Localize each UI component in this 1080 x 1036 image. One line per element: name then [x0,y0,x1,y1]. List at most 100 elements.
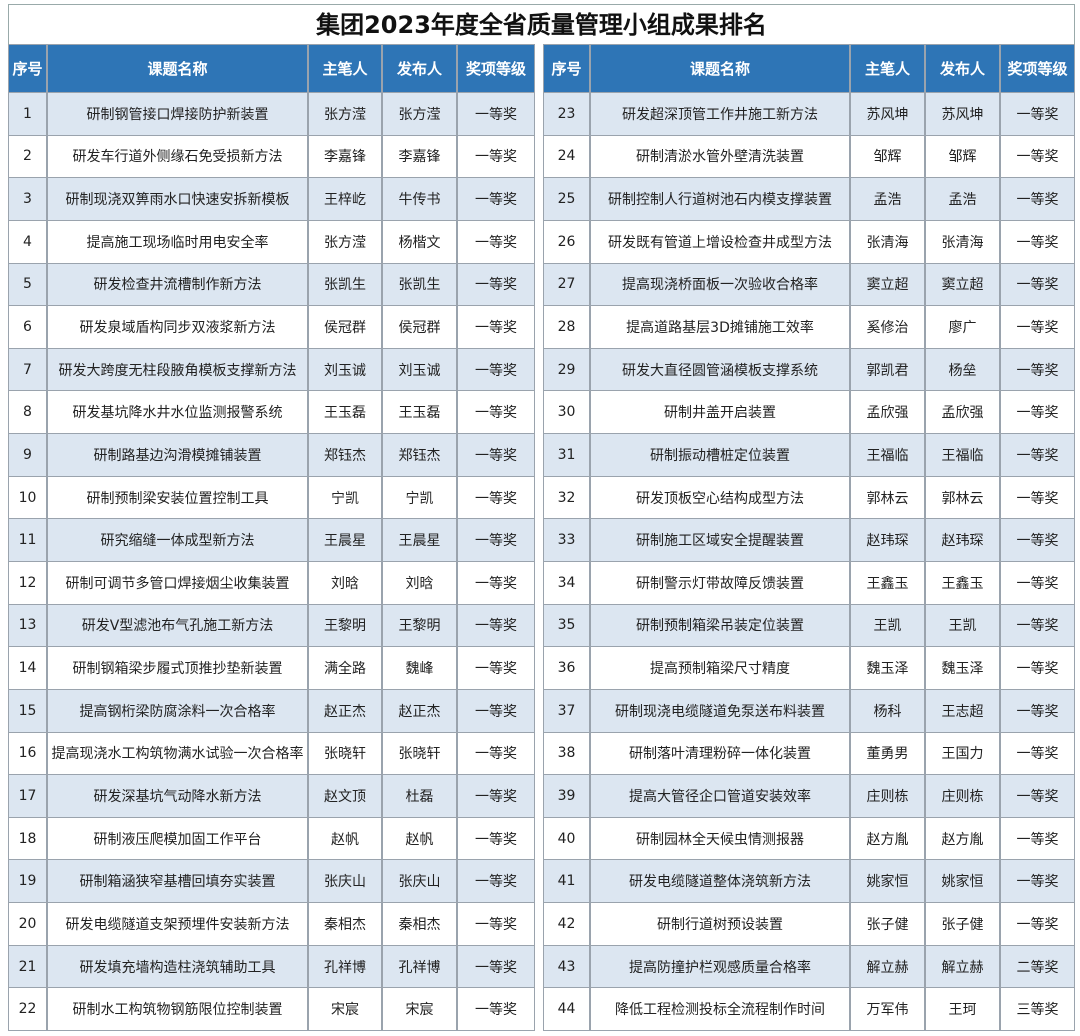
author-cell: 万军伟 [850,987,925,1031]
topic-cell: 降低工程检测投标全流程制作时间 [590,987,850,1031]
presenter-cell: 张方滢 [382,92,457,136]
author-cell: 杨科 [850,688,925,733]
topic-cell: 研制落叶清理粉碎一体化装置 [590,731,850,776]
seq-cell: 21 [8,944,47,989]
topic-cell: 提高预制箱梁尺寸精度 [590,646,850,690]
header-cell: 主笔人 [850,44,925,93]
seq-cell: 8 [8,390,47,435]
author-cell: 张庆山 [308,859,382,904]
award-cell: 一等奖 [457,262,535,307]
award-cell: 一等奖 [1000,646,1075,690]
author-cell: 姚家恒 [850,859,925,904]
award-cell: 一等奖 [457,731,535,776]
seq-cell: 7 [8,347,47,392]
author-cell: 赵帆 [308,816,382,861]
award-cell: 一等奖 [457,433,535,477]
award-cell: 一等奖 [457,774,535,818]
seq-cell: 29 [543,347,590,392]
seq-cell: 42 [543,902,590,946]
author-cell: 张晓轩 [308,731,382,776]
seq-cell: 9 [8,433,47,477]
presenter-cell: 郭林云 [925,475,1000,520]
seq-cell: 25 [543,177,590,221]
presenter-cell: 宁凯 [382,475,457,520]
award-cell: 一等奖 [457,987,535,1031]
author-cell: 孔祥博 [308,944,382,989]
presenter-cell: 张凯生 [382,262,457,307]
award-cell: 一等奖 [457,177,535,221]
award-cell: 一等奖 [457,944,535,989]
presenter-cell: 王晨星 [382,518,457,562]
award-cell: 一等奖 [1000,902,1075,946]
topic-cell: 研发大直径圆管涵模板支撑系统 [590,347,850,392]
topic-cell: 提高钢桁梁防腐涂料一次合格率 [47,688,308,733]
award-cell: 一等奖 [457,92,535,136]
author-cell: 郭凯君 [850,347,925,392]
author-cell: 庄则栋 [850,774,925,818]
seq-cell: 10 [8,475,47,520]
presenter-cell: 王珂 [925,987,1000,1031]
header-cell: 奖项等级 [457,44,535,93]
award-cell: 一等奖 [1000,134,1075,179]
seq-cell: 26 [543,219,590,264]
author-cell: 宋宸 [308,987,382,1031]
presenter-cell: 孟欣强 [925,390,1000,435]
seq-cell: 2 [8,134,47,179]
topic-cell: 研制井盖开启装置 [590,390,850,435]
author-cell: 赵文顶 [308,774,382,818]
presenter-cell: 郑钰杰 [382,433,457,477]
topic-cell: 研发电缆隧道整体浇筑新方法 [590,859,850,904]
seq-cell: 3 [8,177,47,221]
seq-cell: 19 [8,859,47,904]
award-cell: 一等奖 [1000,475,1075,520]
topic-cell: 研制液压爬模加固工作平台 [47,816,308,861]
presenter-cell: 秦相杰 [382,902,457,946]
topic-cell: 研发大跨度无柱段腋角模板支撑新方法 [47,347,308,392]
award-cell: 一等奖 [1000,816,1075,861]
author-cell: 张子健 [850,902,925,946]
award-cell: 二等奖 [1000,944,1075,989]
award-cell: 一等奖 [1000,262,1075,307]
seq-cell: 33 [543,518,590,562]
author-cell: 张方滢 [308,219,382,264]
seq-cell: 44 [543,987,590,1031]
author-cell: 秦相杰 [308,902,382,946]
author-cell: 奚修治 [850,305,925,349]
award-cell: 一等奖 [1000,219,1075,264]
header-cell: 序号 [543,44,590,93]
presenter-cell: 窦立超 [925,262,1000,307]
topic-cell: 研制施工区域安全提醒装置 [590,518,850,562]
seq-cell: 31 [543,433,590,477]
seq-cell: 41 [543,859,590,904]
seq-cell: 40 [543,816,590,861]
topic-cell: 研制预制梁安装位置控制工具 [47,475,308,520]
author-cell: 孟欣强 [850,390,925,435]
seq-cell: 6 [8,305,47,349]
topic-cell: 研发V型滤池布气孔施工新方法 [47,603,308,648]
topic-cell: 研制现浇电缆隧道免泵送布料装置 [590,688,850,733]
award-cell: 一等奖 [1000,774,1075,818]
presenter-cell: 廖广 [925,305,1000,349]
topic-cell: 研发检查井流槽制作新方法 [47,262,308,307]
seq-cell: 4 [8,219,47,264]
presenter-cell: 杨楷文 [382,219,457,264]
presenter-cell: 张子健 [925,902,1000,946]
presenter-cell: 刘晗 [382,561,457,605]
seq-cell: 34 [543,561,590,605]
award-cell: 三等奖 [1000,987,1075,1031]
topic-cell: 研制预制箱梁吊装定位装置 [590,603,850,648]
presenter-cell: 杨垒 [925,347,1000,392]
author-cell: 董勇男 [850,731,925,776]
award-cell: 一等奖 [457,305,535,349]
award-cell: 一等奖 [457,816,535,861]
author-cell: 郑钰杰 [308,433,382,477]
topic-cell: 提高防撞护栏观感质量合格率 [590,944,850,989]
author-cell: 邹辉 [850,134,925,179]
award-cell: 一等奖 [1000,561,1075,605]
topic-cell: 提高现浇水工构筑物满水试验一次合格率 [47,731,308,776]
author-cell: 解立赫 [850,944,925,989]
author-cell: 张清海 [850,219,925,264]
seq-cell: 13 [8,603,47,648]
award-cell: 一等奖 [457,859,535,904]
